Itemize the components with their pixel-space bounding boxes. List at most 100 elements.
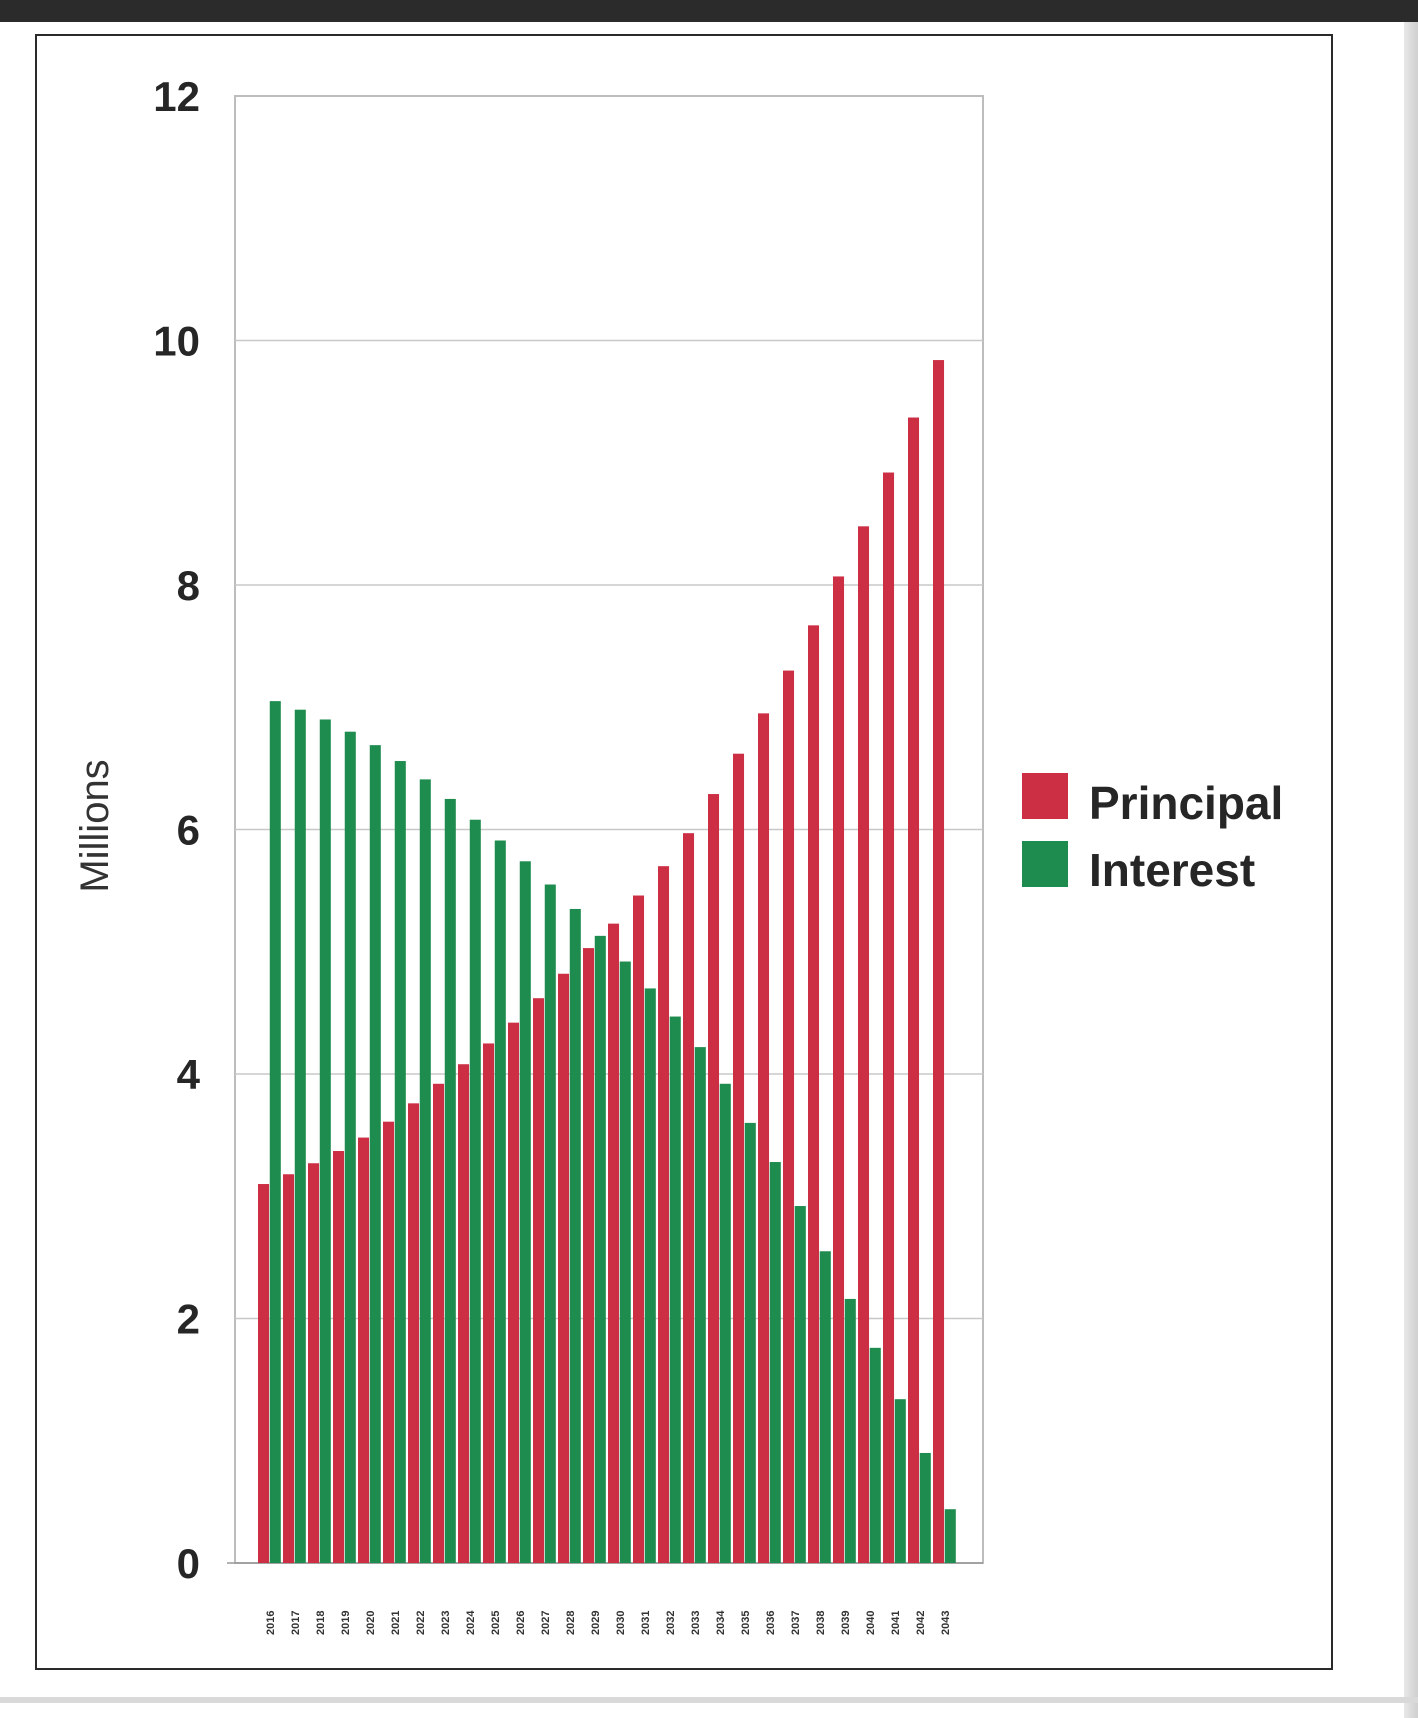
y-tick-label: 8 [177,562,200,609]
x-tick-label: 2020 [365,1611,377,1635]
x-tick-label: 2024 [465,1610,477,1635]
bar-principal-2017 [283,1174,295,1563]
x-tick-label: 2027 [540,1611,552,1635]
bar-principal-2029 [583,948,595,1563]
y-tick-label: 12 [153,73,200,120]
bar-principal-2025 [483,1043,495,1563]
bar-interest-2025 [494,840,506,1563]
x-tick-label: 2031 [640,1611,652,1635]
bar-principal-2043 [933,360,945,1563]
bar-interest-2038 [819,1251,831,1563]
x-tick-label: 2018 [315,1611,327,1635]
bar-interest-2024 [469,819,481,1563]
bar-interest-2019 [344,731,356,1563]
x-tick-label: 2043 [940,1611,952,1635]
bar-principal-2021 [383,1121,395,1563]
bar-interest-2023 [444,798,456,1563]
x-tick-label: 2042 [915,1611,927,1635]
y-tick-label: 4 [177,1051,201,1098]
x-tick-label: 2028 [565,1611,577,1635]
x-tick-label: 2030 [615,1611,627,1635]
bar-interest-2029 [594,935,606,1563]
y-tick-label: 0 [177,1540,200,1587]
bar-principal-2037 [783,670,795,1563]
y-tick-label: 6 [177,807,200,854]
bar-interest-2017 [294,709,306,1563]
x-tick-label: 2032 [665,1611,677,1635]
x-tick-label: 2029 [590,1611,602,1635]
bar-interest-2028 [569,908,581,1563]
bar-principal-2026 [508,1022,520,1563]
legend: Principal Interest [1022,773,1283,896]
x-tick-label: 2041 [890,1611,902,1635]
legend-swatch-interest [1022,841,1068,887]
x-axis-ticks: 2016 2017 2018 2019 2020 2021 2022 2023 2024 2025… [265,1610,952,1635]
bar-interest-2037 [794,1206,806,1563]
bars [258,360,956,1564]
y-axis-title: Millions [73,759,117,892]
bar-interest-2021 [394,761,406,1563]
x-tick-label: 2033 [690,1611,702,1635]
bar-interest-2036 [769,1162,781,1563]
bar-principal-2042 [908,417,920,1564]
bar-principal-2038 [808,625,820,1563]
bar-interest-2040 [869,1347,881,1563]
bar-principal-2019 [333,1151,345,1563]
x-tick-label: 2040 [865,1611,877,1635]
y-tick-label: 2 [177,1296,200,1343]
bar-principal-2018 [308,1163,320,1563]
bar-principal-2027 [533,998,545,1563]
x-tick-label: 2026 [515,1611,527,1635]
bottom-edge-shadow [0,1697,1418,1703]
x-tick-label: 2017 [290,1611,302,1635]
bar-principal-2022 [408,1103,420,1563]
bar-principal-2028 [558,973,570,1563]
bar-interest-2042 [919,1452,931,1563]
legend-swatch-principal [1022,773,1068,819]
bar-principal-2031 [633,895,645,1563]
y-tick-label: 10 [153,318,200,365]
bar-interest-2016 [269,701,281,1563]
x-tick-label: 2034 [715,1610,727,1635]
bar-interest-2030 [619,961,631,1563]
bar-principal-2033 [683,833,695,1563]
bar-interest-2039 [844,1298,856,1563]
bar-interest-2031 [644,988,656,1563]
x-tick-label: 2036 [765,1611,777,1635]
bar-interest-2035 [744,1122,756,1563]
bar-interest-2043 [944,1509,956,1563]
bar-principal-2023 [433,1083,445,1563]
bar-principal-2030 [608,923,620,1563]
chart-frame [35,34,1333,1670]
bar-interest-2027 [544,884,556,1563]
x-tick-label: 2025 [490,1611,502,1635]
x-tick-label: 2039 [840,1611,852,1635]
x-tick-label: 2037 [790,1611,802,1635]
x-tick-label: 2019 [340,1611,352,1635]
bar-principal-2024 [458,1064,470,1563]
top-edge-bar [0,0,1418,22]
bar-interest-2033 [694,1047,706,1563]
x-tick-label: 2035 [740,1611,752,1635]
bar-interest-2022 [419,779,431,1563]
x-tick-label: 2022 [415,1611,427,1635]
right-edge-shadow [1404,22,1418,1718]
bar-principal-2020 [358,1137,370,1563]
bar-principal-2040 [858,526,870,1563]
x-tick-label: 2016 [265,1611,277,1635]
bar-principal-2039 [833,576,845,1563]
bar-principal-2016 [258,1184,270,1563]
bar-interest-2032 [669,1016,681,1563]
bar-principal-2036 [758,713,770,1563]
legend-label-principal: Principal [1089,777,1283,829]
x-tick-label: 2038 [815,1611,827,1635]
x-tick-label: 2021 [390,1611,402,1635]
y-axis-ticks: 0 2 4 6 8 10 12 [153,73,200,1587]
bar-principal-2034 [708,794,720,1563]
bar-interest-2026 [519,861,531,1563]
bar-interest-2018 [319,719,331,1563]
bar-principal-2035 [733,753,745,1563]
x-tick-label: 2023 [440,1611,452,1635]
